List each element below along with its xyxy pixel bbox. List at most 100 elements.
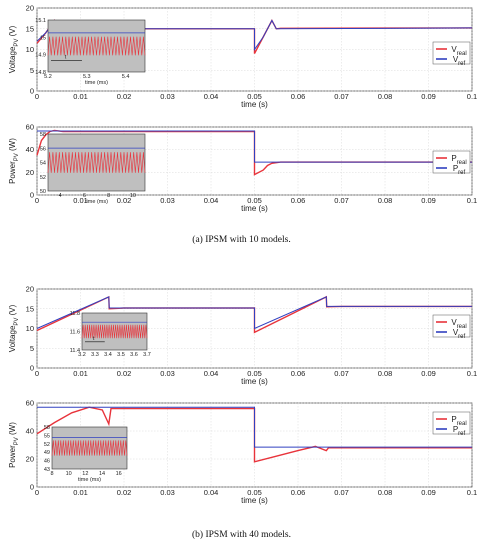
inset-annotation: t: [65, 55, 67, 61]
x-tick-label: 0.07: [334, 488, 349, 497]
x-tick-label: 0.08: [378, 196, 393, 205]
y-tick-label: 40: [26, 145, 34, 154]
x-tick-label: 0.09: [421, 488, 436, 497]
y-axis-label: VoltagePV (V): [8, 25, 20, 73]
x-tick-label: 0.06: [291, 369, 306, 378]
inset-area: [47, 19, 146, 73]
inset-area: [47, 133, 146, 192]
x-tick-label: 0.04: [204, 196, 219, 205]
y-tick-label: 40: [26, 427, 34, 436]
inset-x-tick-label: 8: [50, 471, 53, 477]
legend-entry: Preal: [451, 154, 466, 166]
x-tick-label: 0.08: [378, 488, 393, 497]
x-tick-label: 0.01: [73, 92, 88, 101]
inset-y-tick-label: 14.8: [35, 70, 46, 76]
inset-x-tick-label: 3.6: [130, 352, 138, 358]
inset-x-tick-label: 12: [82, 471, 88, 477]
x-tick-label: 0.05: [247, 488, 262, 497]
chart-panel-b-bottom: 0 0.01 0.02 0.03 0.04 0.05 0.06 0.07 0.08 0.09 0.1…: [8, 399, 477, 506]
x-tick-label: 0.1: [467, 488, 477, 497]
inset-x-tick-label: 5.3: [83, 74, 91, 80]
y-axis-label: PowerPV (W): [8, 138, 20, 184]
inset-x-tick-label: 3.2: [78, 352, 86, 358]
x-axis-label: time (s): [241, 496, 268, 505]
legend: Preal Pref: [432, 411, 471, 437]
x-tick-label: 0.07: [334, 369, 349, 378]
inset-x-tick-label: 5.4: [122, 74, 130, 80]
y-tick-label: 0: [30, 87, 34, 96]
chart-panel-b-top: 0 0.01 0.02 0.03 0.04 0.05 0.06 0.07 0.08 0.09 0.1…: [8, 285, 477, 387]
inset-x-axis-label: time (ms): [78, 477, 101, 483]
y-tick-label: 10: [26, 324, 34, 333]
inset-series-real: [51, 440, 128, 456]
inset-x-tick-label: 3.4: [104, 352, 112, 358]
y-axis-label-group: VoltagePV (V): [8, 25, 20, 73]
legend-entry: Vref: [453, 55, 466, 67]
x-tick-label: 0.1: [467, 92, 477, 101]
legend-entry: Vreal: [451, 318, 466, 330]
x-tick-label: 0.05: [247, 196, 262, 205]
x-tick-label: 0.07: [334, 92, 349, 101]
x-tick-label: 0.02: [117, 369, 132, 378]
inset-area: [81, 312, 148, 351]
y-axis-label-group: PowerPV (W): [8, 422, 20, 468]
inset-y-tick-label: 11.8: [70, 311, 80, 317]
inset-x-tick-label: 14: [99, 471, 105, 477]
y-tick-label: 20: [26, 168, 34, 177]
inset-x-tick-label: 16: [116, 471, 122, 477]
inset-y-tick-label: 43: [44, 467, 50, 473]
y-tick-label: 60: [26, 123, 34, 132]
inset-series-real: [81, 324, 148, 339]
y-tick-label: 20: [26, 4, 34, 13]
x-tick-label: 0.06: [291, 92, 306, 101]
inset-x-tick-label: 10: [130, 193, 136, 199]
y-tick-label: 0: [30, 364, 34, 373]
x-tick-label: 0.01: [73, 488, 88, 497]
inset-chart: 14.8 14.9 15 15.1 5.2 5.3 5.4 time (ms) t: [35, 18, 146, 86]
inset-y-tick-label: 46: [44, 459, 50, 465]
legend-entry: Vreal: [451, 45, 466, 57]
x-tick-label: 0.08: [378, 369, 393, 378]
x-tick-label: 0.08: [378, 92, 393, 101]
inset-y-tick-label: 58: [40, 132, 46, 138]
y-tick-label: 15: [26, 24, 34, 33]
legend-entry: Pref: [453, 164, 466, 176]
x-tick-label: 0.04: [204, 92, 219, 101]
inset-chart: 50 52 54 56 58 4 6 8 10 time (ms): [40, 132, 146, 205]
y-tick-label: 5: [30, 344, 34, 353]
inset-y-tick-label: 54: [40, 161, 46, 167]
legend: Vreal Vref: [432, 41, 471, 67]
y-tick-label: 20: [26, 455, 34, 464]
x-axis-label: time (s): [241, 204, 268, 213]
x-tick-label: 0.02: [117, 488, 132, 497]
y-axis-label: VoltagePV (V): [8, 304, 20, 352]
inset-y-tick-label: 11.6: [70, 330, 80, 336]
legend-entry: Pref: [453, 425, 466, 437]
inset-series-real: [47, 36, 146, 56]
chart-panel-a-top: 0 0.01 0.02 0.03 0.04 0.05 0.06 0.07 0.08 0.09 0.1…: [8, 4, 477, 110]
inset-y-tick-label: 11.4: [70, 348, 80, 354]
y-axis-label-group: VoltagePV (V): [8, 304, 20, 352]
inset-y-tick-label: 58: [44, 425, 50, 431]
x-tick-label: 0: [35, 92, 39, 101]
x-tick-label: 0: [35, 196, 39, 205]
x-tick-label: 0.09: [421, 369, 436, 378]
x-tick-label: 0.03: [160, 196, 175, 205]
inset-y-tick-label: 52: [40, 175, 46, 181]
x-tick-label: 0.04: [204, 488, 219, 497]
x-tick-label: 0: [35, 488, 39, 497]
x-tick-label: 0.07: [334, 196, 349, 205]
inset-x-tick-label: 8: [107, 193, 110, 199]
x-tick-label: 0.1: [467, 196, 477, 205]
inset-y-tick-label: 15: [40, 35, 46, 41]
inset-x-tick-label: 3.5: [117, 352, 125, 358]
x-tick-label: 0.01: [73, 369, 88, 378]
inset-x-tick-label: 4: [59, 193, 62, 199]
x-axis-label: time (s): [241, 377, 268, 386]
x-tick-label: 0.09: [421, 196, 436, 205]
inset-chart: 11.4 11.6 11.8 3.2 3.3 3.4 3.5 3.6 3.7 t: [70, 311, 151, 358]
x-tick-label: 0.06: [291, 488, 306, 497]
inset-y-tick-label: 50: [40, 189, 46, 195]
inset-x-tick-label: 6: [83, 193, 86, 199]
